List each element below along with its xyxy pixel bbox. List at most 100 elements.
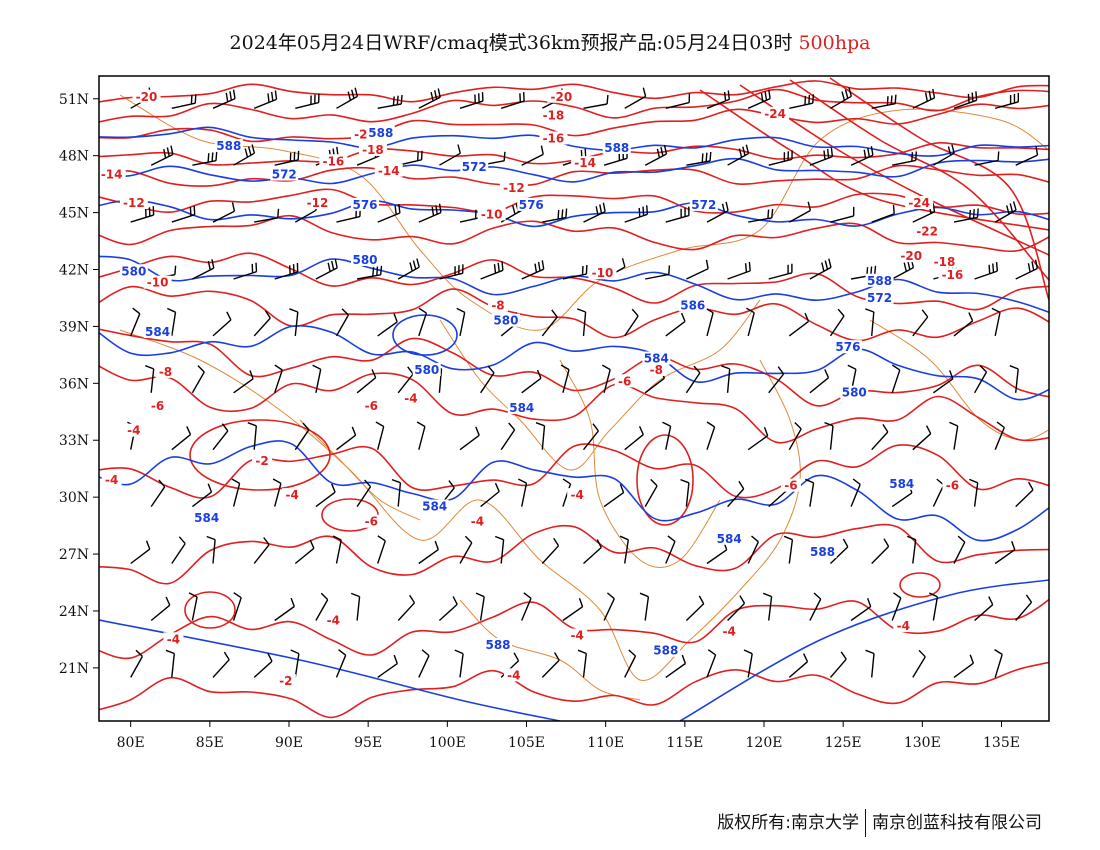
wind-barb (907, 535, 917, 564)
temperature-label: -20 (136, 90, 158, 104)
isotherm (99, 252, 1049, 311)
wind-barb (577, 649, 587, 678)
admin-border (119, 94, 1049, 331)
height-label: 584 (422, 500, 447, 514)
temperature-label-bg (942, 478, 963, 492)
wind-barb (974, 151, 1000, 166)
height-label-bg (715, 531, 744, 545)
wind-barb (865, 308, 875, 336)
wind-barb (1015, 259, 1038, 280)
wind-barb (188, 592, 198, 621)
temperature-label: -4 (897, 619, 910, 633)
admin-border (559, 359, 721, 568)
height-label-bg (833, 340, 862, 354)
temperature-label-bg (358, 142, 387, 156)
height-label-bg (840, 385, 869, 399)
temperature-label-bg (913, 224, 942, 238)
wind-barb (932, 370, 954, 394)
wind-barb (768, 263, 793, 280)
temperature-label-bg (539, 108, 568, 122)
copyright-prefix: 版权所有: (717, 813, 791, 833)
wind-barb (789, 94, 814, 109)
wind-barb (171, 536, 186, 564)
wind-barb (312, 364, 322, 393)
wind-barb (377, 204, 401, 223)
wind-barb (830, 87, 852, 109)
wind-barb (212, 311, 232, 337)
wind-barb (212, 202, 236, 223)
temperature-label-bg (488, 298, 508, 312)
height-label: 588 (485, 638, 510, 652)
x-tick-label: 95E (354, 735, 382, 751)
admin-border (299, 419, 421, 521)
height-label-bg (642, 351, 671, 365)
temperature-label: -12 (503, 181, 525, 195)
isotherm (99, 523, 1049, 585)
wind-barb (624, 426, 644, 451)
wind-barb (680, 478, 690, 507)
temperature-label: -4 (285, 488, 298, 502)
height-label-bg (678, 298, 707, 312)
height-label-bg (192, 510, 221, 524)
wind-barb (1009, 365, 1019, 393)
wind-barb (191, 483, 213, 508)
wind-barb (995, 92, 1019, 109)
map-title-text: 2024年05月24日WRF/cmaq模式36km预报产品:05月24日03时 (229, 32, 793, 54)
height-label-bg (351, 252, 379, 266)
wind-barb (644, 145, 668, 166)
wind-barb (892, 151, 917, 166)
y-tick-label: 33N (59, 433, 89, 449)
height-label-bg (270, 167, 299, 181)
isotherm-cell (189, 419, 331, 491)
temperature-label-bg (571, 156, 600, 170)
temperature-label-bg (155, 364, 176, 378)
height-label-bg (420, 499, 449, 513)
temperature-label-bg (147, 398, 168, 412)
wind-barb (865, 649, 875, 678)
temperature-label: -4 (471, 515, 484, 529)
x-tick-label: 90E (275, 735, 303, 751)
wind-barb (541, 652, 560, 678)
temperature-label-bg (499, 180, 528, 194)
credit-org-1: 南京大学 (791, 813, 859, 833)
wind-barb (253, 537, 270, 564)
wind-barb (748, 208, 774, 223)
wind-barb (1015, 594, 1033, 621)
wind-barb (809, 369, 830, 394)
temperature-label: -4 (404, 391, 417, 405)
wind-barb (418, 88, 441, 109)
isotherm (99, 188, 1049, 216)
isotherm (829, 77, 1049, 301)
temperature-label-bg (101, 472, 122, 486)
temperature-label-bg (477, 207, 506, 221)
wind-barb (171, 426, 192, 451)
wind-barb (830, 538, 849, 565)
height-label: 580 (842, 386, 867, 400)
temperature-label: -4 (507, 668, 520, 682)
wind-barb (398, 150, 423, 166)
wind-barb (809, 258, 832, 280)
wind-barb (891, 258, 915, 280)
wind-barb (192, 259, 215, 280)
isotherm (99, 598, 1049, 660)
x-tick-label: 120E (746, 735, 783, 751)
wind-barb (439, 264, 464, 280)
wind-barb (290, 649, 300, 678)
wind-barb (603, 592, 615, 621)
wind-barb (830, 206, 855, 223)
height-label: 584 (145, 325, 170, 339)
x-tick-label: 105E (508, 735, 545, 751)
wind-barb (397, 366, 414, 394)
height-label: 576 (519, 198, 544, 212)
wind-barb (624, 308, 639, 337)
temperature-label-bg (361, 514, 382, 528)
isotherm (699, 89, 1049, 231)
wind-barb (871, 538, 890, 564)
wind-barb (295, 93, 320, 109)
temperature-label: -4 (327, 613, 340, 627)
wind-barb (254, 208, 280, 223)
temperature-label-bg (761, 106, 790, 120)
wind-barb (231, 478, 241, 507)
wind-barb (624, 205, 649, 223)
temperature-label: -2 (279, 674, 292, 688)
